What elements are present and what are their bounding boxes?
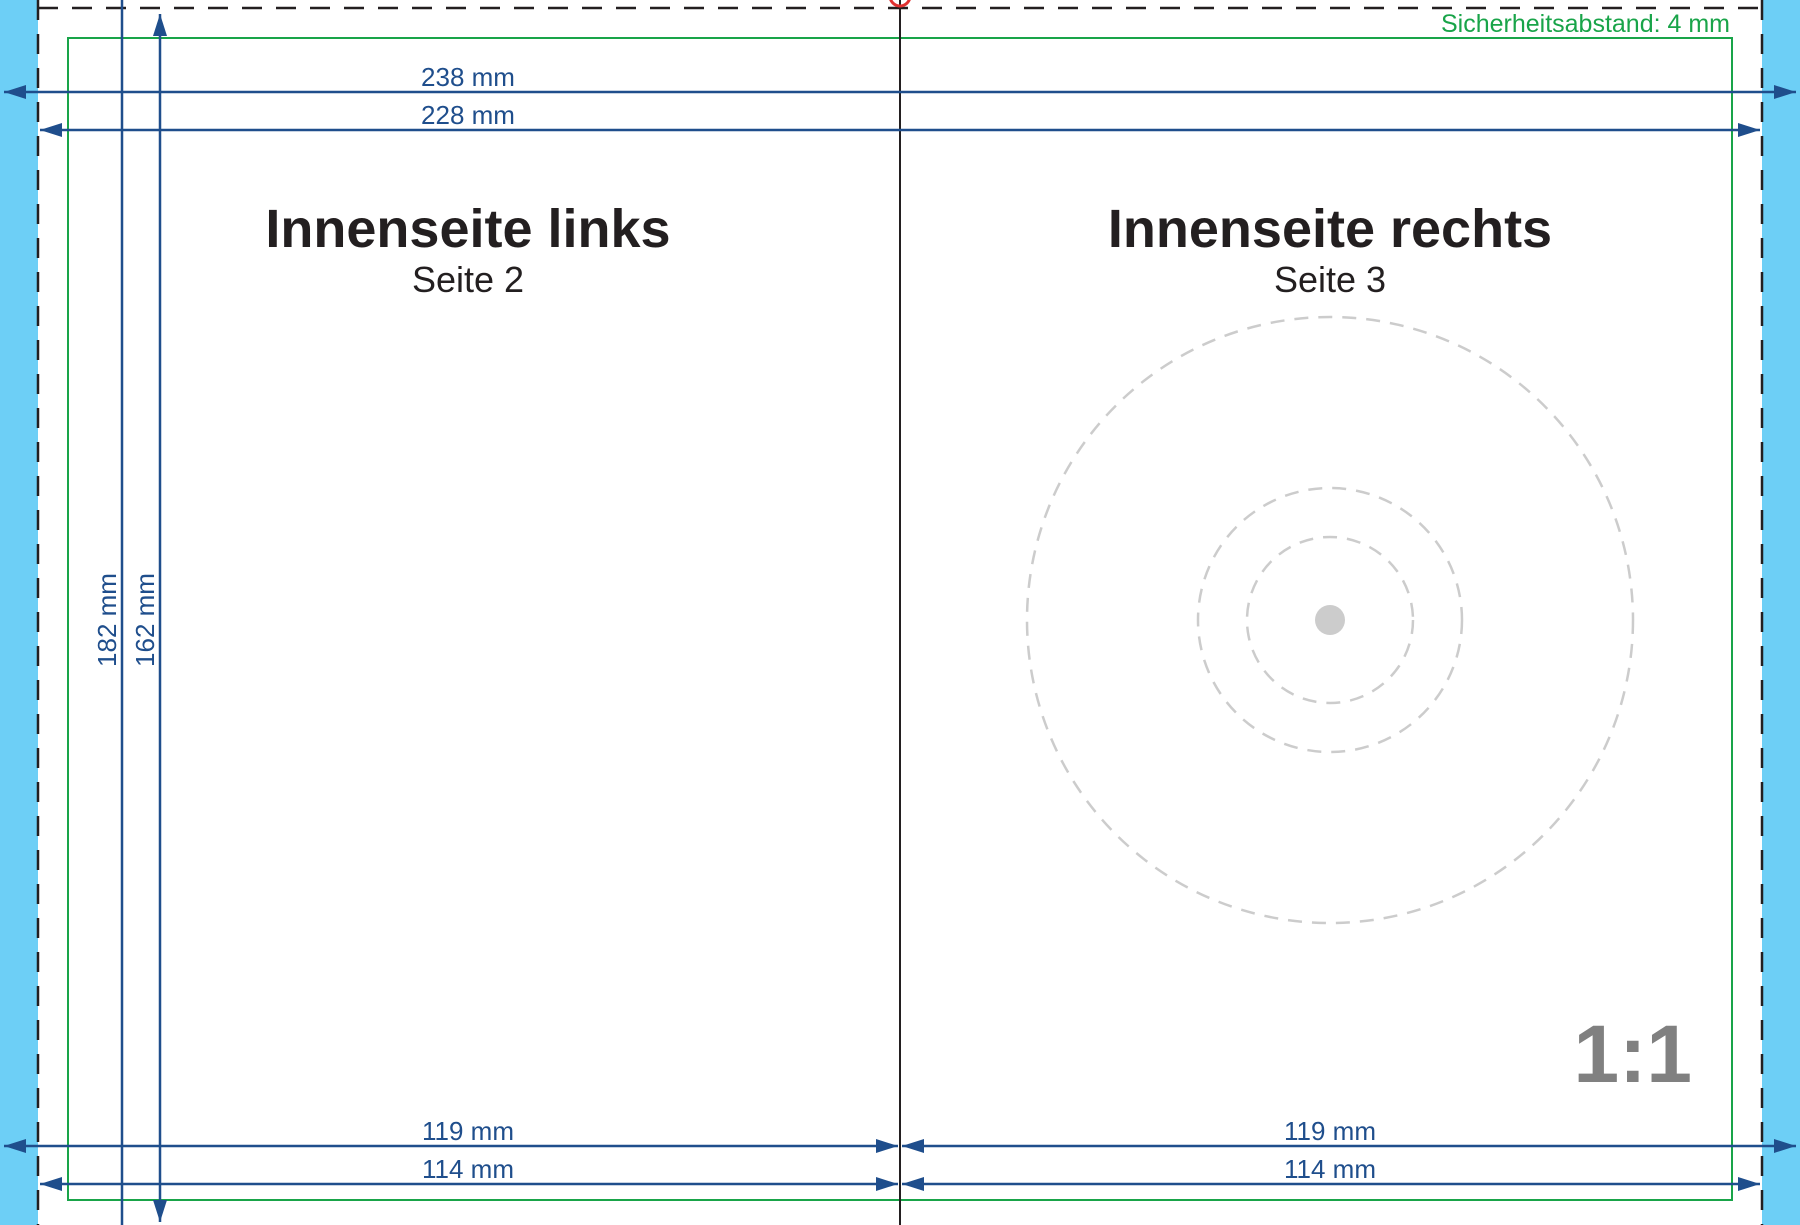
safety-margin-label: Sicherheitsabstand: 4 mm	[1441, 10, 1730, 38]
dimension-label-left-total: 119 mm	[422, 1116, 514, 1146]
left-page-title: Innenseite links	[265, 199, 670, 259]
disc-outer-ring	[1025, 315, 1635, 925]
right-page-title: Innenseite rechts	[1108, 199, 1552, 259]
disc-placeholder	[1025, 315, 1635, 925]
dimension-label-width-total: 238 mm	[421, 62, 515, 92]
dimension-label-right-total: 119 mm	[1284, 1116, 1376, 1146]
disc-inner-ring	[1245, 535, 1415, 705]
dimension-label-height-inner: 162 mm	[130, 573, 160, 667]
scale-label: 1:1	[1573, 1009, 1692, 1100]
dimension-label-left-inner: 114 mm	[422, 1154, 514, 1184]
dimension-label-right-inner: 114 mm	[1284, 1154, 1376, 1184]
fold-marker	[889, 0, 911, 8]
left-page-subtitle: Seite 2	[412, 259, 524, 300]
right-page-subtitle: Seite 3	[1274, 259, 1386, 300]
disc-hub-ring	[1196, 486, 1464, 754]
dimension-label-width-inner: 228 mm	[421, 100, 515, 130]
dimension-label-height-total: 182 mm	[92, 573, 122, 667]
disc-center-hole	[1315, 605, 1345, 635]
